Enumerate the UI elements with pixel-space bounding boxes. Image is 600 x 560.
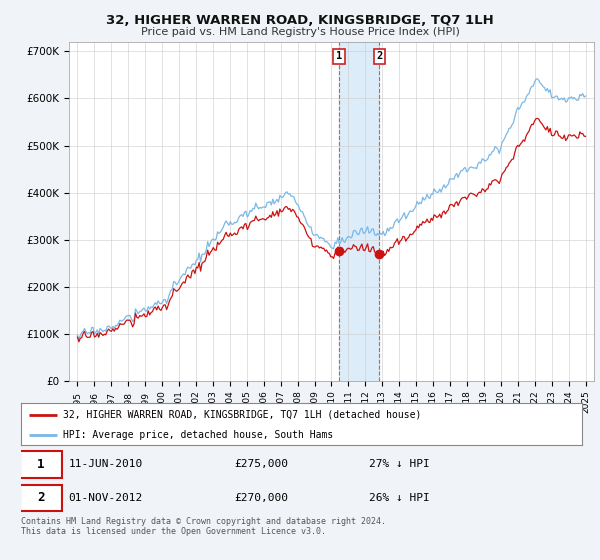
Text: Contains HM Land Registry data © Crown copyright and database right 2024.
This d: Contains HM Land Registry data © Crown c… (21, 517, 386, 536)
Text: 27% ↓ HPI: 27% ↓ HPI (369, 459, 430, 469)
Text: 1: 1 (336, 51, 342, 61)
Text: £270,000: £270,000 (234, 493, 288, 503)
Text: 11-JUN-2010: 11-JUN-2010 (68, 459, 143, 469)
Text: 26% ↓ HPI: 26% ↓ HPI (369, 493, 430, 503)
Text: £275,000: £275,000 (234, 459, 288, 469)
Text: 2: 2 (37, 491, 44, 505)
Text: HPI: Average price, detached house, South Hams: HPI: Average price, detached house, Sout… (63, 430, 334, 440)
Text: Price paid vs. HM Land Registry's House Price Index (HPI): Price paid vs. HM Land Registry's House … (140, 27, 460, 37)
Text: 01-NOV-2012: 01-NOV-2012 (68, 493, 143, 503)
Text: 1: 1 (37, 458, 44, 471)
FancyBboxPatch shape (20, 451, 62, 478)
Bar (339, 42, 379, 381)
FancyBboxPatch shape (20, 484, 62, 511)
Text: 32, HIGHER WARREN ROAD, KINGSBRIDGE, TQ7 1LH: 32, HIGHER WARREN ROAD, KINGSBRIDGE, TQ7… (106, 14, 494, 27)
Text: 2: 2 (376, 51, 383, 61)
Text: 32, HIGHER WARREN ROAD, KINGSBRIDGE, TQ7 1LH (detached house): 32, HIGHER WARREN ROAD, KINGSBRIDGE, TQ7… (63, 410, 421, 420)
